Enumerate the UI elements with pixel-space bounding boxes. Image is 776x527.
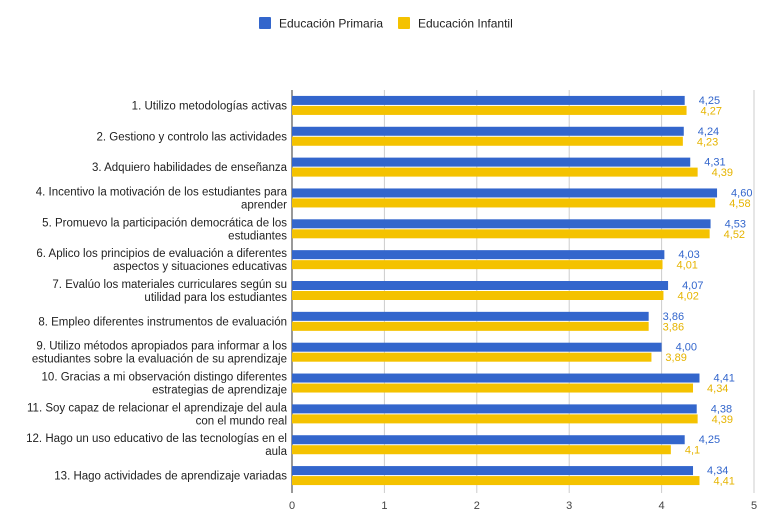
category-labels: 1. Utilizo metodologías activas 2. Gestio…: [26, 100, 287, 482]
category-label-3: 3. Adquiero habilidades de enseñanza: [92, 162, 288, 174]
value-label-13-series-2: 4,41: [713, 476, 734, 488]
bar-13-series-1: [292, 466, 694, 476]
category-label-10-line-2: estrategias de aprendizaje: [152, 385, 287, 397]
category-label-13: 13. Hago actividades de aprendizaje vari…: [54, 471, 287, 483]
value-labels: 4,254,274,244,234,314,394,604,584,534,52…: [663, 95, 753, 488]
x-tick-label-3: 3: [566, 500, 572, 512]
bar-12-series-1: [292, 435, 685, 445]
bar-2-series-2: [292, 136, 683, 146]
category-label-12-line-1: 12. Hago un uso educativo de las tecnolo…: [26, 433, 287, 445]
category-label-2: 2. Gestiono y controlo las actividades: [97, 131, 288, 143]
bar-1-series-2: [292, 105, 687, 115]
bar-11-series-2: [292, 414, 698, 424]
value-label-4-series-1: 4,60: [731, 187, 752, 199]
bar-3-series-1: [292, 157, 691, 167]
value-label-6-series-1: 4,03: [678, 249, 699, 261]
value-label-8-series-2: 3,86: [663, 321, 684, 333]
value-label-10-series-1: 4,41: [713, 373, 734, 385]
bar-11-series-1: [292, 404, 697, 414]
value-label-1-series-2: 4,27: [701, 105, 722, 117]
bar-7-series-2: [292, 291, 664, 300]
bar-3-series-2: [292, 167, 698, 177]
value-label-3-series-1: 4,31: [704, 157, 725, 169]
category-label-6-line-2: aspectos y situaciones educativas: [113, 261, 287, 273]
bar-9-series-2: [292, 352, 652, 362]
bar-4-series-2: [292, 198, 716, 208]
x-tick-label-4: 4: [659, 500, 665, 512]
value-label-4-series-2: 4,58: [729, 198, 750, 210]
category-label-12-line-2: aula: [265, 446, 287, 458]
category-label-5-line-2: estudiantes: [228, 230, 287, 242]
bar-6-series-2: [292, 260, 663, 270]
x-axis-ticks: 0 1 2 3 4 5: [289, 500, 757, 512]
value-label-12-series-1: 4,25: [699, 434, 720, 446]
value-label-11-series-2: 4,39: [712, 414, 733, 426]
bars: [292, 95, 718, 486]
category-label-11-line-1: 11. Soy capaz de relacionar el aprendiza…: [27, 402, 288, 414]
category-label-4-line-2: aprender: [241, 199, 287, 211]
value-label-7-series-1: 4,07: [682, 280, 703, 292]
category-label-11-line-2: con el mundo real: [196, 415, 287, 427]
bar-6-series-1: [292, 250, 665, 260]
bar-2-series-1: [292, 126, 684, 136]
legend-swatch-1: [259, 17, 271, 29]
category-label-7-line-1: 7. Evalúo los materiales curriculares se…: [52, 279, 287, 291]
category-label-7-line-2: utilidad para los estudiantes: [144, 292, 287, 304]
category-label-4-line-1: 4. Incentivo la motivación de los estudi…: [36, 186, 288, 198]
category-label-9-line-1: 9. Utilizo métodos apropiados para infor…: [36, 341, 287, 353]
value-label-5-series-1: 4,53: [725, 218, 746, 230]
bar-5-series-2: [292, 229, 710, 239]
legend-label-1: Educación Primaria: [279, 17, 383, 31]
bar-1-series-1: [292, 95, 685, 105]
category-label-6-line-1: 6. Aplico los principios de evaluación a…: [36, 248, 287, 260]
bar-5-series-1: [292, 219, 711, 229]
value-label-1-series-1: 4,25: [699, 95, 720, 107]
legend-swatch-2: [398, 17, 410, 29]
value-label-12-series-2: 4,1: [685, 445, 700, 457]
bar-10-series-2: [292, 383, 694, 393]
bar-9-series-1: [292, 342, 662, 352]
legend: Educación Primaria Educación Infantil: [259, 17, 513, 31]
x-tick-label-5: 5: [751, 500, 757, 512]
category-label-5-line-1: 5. Promuevo la participación democrática…: [42, 217, 287, 229]
value-label-5-series-2: 4,52: [724, 229, 745, 241]
value-label-2-series-1: 4,24: [698, 126, 719, 138]
x-tick-label-1: 1: [381, 500, 387, 512]
bar-10-series-1: [292, 373, 700, 383]
value-label-7-series-2: 4,02: [677, 291, 698, 303]
bar-7-series-1: [292, 281, 669, 290]
bar-12-series-2: [292, 445, 671, 455]
category-label-9-line-2: estudiantes sobre la evaluación de su ap…: [32, 354, 287, 366]
x-tick-label-2: 2: [474, 500, 480, 512]
value-label-2-series-2: 4,23: [697, 136, 718, 148]
value-label-11-series-1: 4,38: [711, 403, 732, 415]
category-label-8: 8. Empleo diferentes instrumentos de eva…: [38, 316, 287, 328]
bar-13-series-2: [292, 476, 700, 486]
value-label-8-series-1: 3,86: [663, 311, 684, 323]
category-label-1: 1. Utilizo metodologías activas: [132, 100, 288, 112]
value-label-3-series-2: 4,39: [712, 167, 733, 179]
bar-4-series-1: [292, 188, 718, 198]
value-label-10-series-2: 4,34: [707, 383, 728, 395]
value-label-6-series-2: 4,01: [677, 260, 698, 272]
category-label-10-line-1: 10. Gracias a mi observación distingo di…: [42, 372, 288, 384]
legend-label-2: Educación Infantil: [418, 17, 513, 31]
bar-8-series-2: [292, 321, 649, 331]
bar-8-series-1: [292, 311, 649, 321]
x-tick-label-0: 0: [289, 500, 295, 512]
value-label-9-series-2: 3,89: [665, 352, 686, 364]
value-label-9-series-1: 4,00: [676, 342, 697, 354]
value-label-13-series-1: 4,34: [707, 465, 728, 477]
